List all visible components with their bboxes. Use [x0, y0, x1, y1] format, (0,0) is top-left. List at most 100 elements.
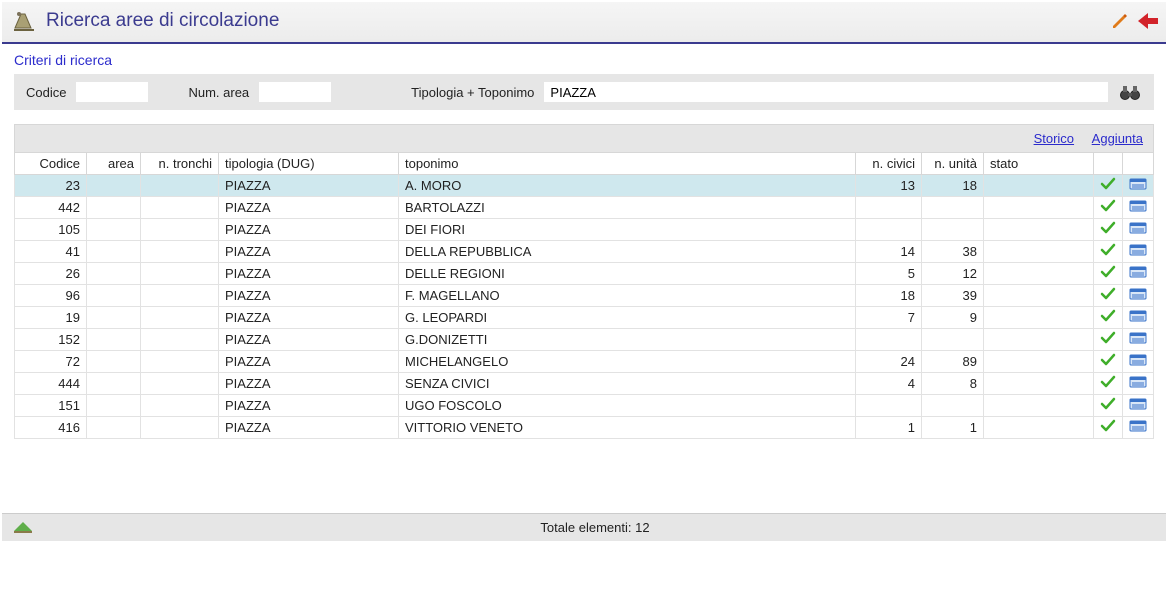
tipologia-input[interactable] — [544, 82, 1108, 102]
codice-input[interactable] — [76, 82, 148, 102]
cell-tronchi — [141, 417, 219, 439]
footer-total-value: 12 — [635, 520, 649, 535]
numarea-label: Num. area — [188, 85, 249, 100]
cell-toponimo: F. MAGELLANO — [399, 285, 856, 307]
cell-toponimo: BARTOLAZZI — [399, 197, 856, 219]
cell-tronchi — [141, 175, 219, 197]
col-stato[interactable]: stato — [984, 153, 1094, 175]
col-codice[interactable]: Codice — [15, 153, 87, 175]
table-row[interactable]: 416PIAZZAVITTORIO VENETO11 — [15, 417, 1154, 439]
check-icon[interactable] — [1100, 353, 1116, 370]
detail-icon[interactable] — [1129, 199, 1147, 216]
col-unita[interactable]: n. unità — [922, 153, 984, 175]
check-icon[interactable] — [1100, 419, 1116, 436]
detail-icon[interactable] — [1129, 177, 1147, 194]
cell-toponimo: DELLA REPUBBLICA — [399, 241, 856, 263]
results-table: Codice area n. tronchi tipologia (DUG) t… — [14, 152, 1154, 439]
check-icon[interactable] — [1100, 177, 1116, 194]
table-row[interactable]: 72PIAZZAMICHELANGELO2489 — [15, 351, 1154, 373]
cell-area — [87, 417, 141, 439]
cell-stato — [984, 373, 1094, 395]
cell-area — [87, 395, 141, 417]
check-icon[interactable] — [1100, 331, 1116, 348]
col-tipologia[interactable]: tipologia (DUG) — [219, 153, 399, 175]
table-row[interactable]: 41PIAZZADELLA REPUBBLICA1438 — [15, 241, 1154, 263]
detail-icon[interactable] — [1129, 419, 1147, 436]
cell-civici: 13 — [856, 175, 922, 197]
check-icon[interactable] — [1100, 375, 1116, 392]
cell-stato — [984, 263, 1094, 285]
cell-unita: 8 — [922, 373, 984, 395]
criteria-row: Codice Num. area Tipologia + Toponimo — [14, 74, 1154, 110]
cell-stato — [984, 241, 1094, 263]
numarea-input[interactable] — [259, 82, 331, 102]
footer-total: Totale elementi: 12 — [34, 520, 1156, 535]
detail-icon[interactable] — [1129, 397, 1147, 414]
table-row[interactable]: 26PIAZZADELLE REGIONI512 — [15, 263, 1154, 285]
check-icon[interactable] — [1100, 243, 1116, 260]
cell-tipologia: PIAZZA — [219, 417, 399, 439]
detail-icon[interactable] — [1129, 221, 1147, 238]
check-icon[interactable] — [1100, 199, 1116, 216]
cell-unita: 12 — [922, 263, 984, 285]
cell-tronchi — [141, 241, 219, 263]
cell-area — [87, 175, 141, 197]
detail-icon[interactable] — [1129, 353, 1147, 370]
cell-tronchi — [141, 219, 219, 241]
cell-tipologia: PIAZZA — [219, 175, 399, 197]
detail-icon[interactable] — [1129, 309, 1147, 326]
cell-codice: 96 — [15, 285, 87, 307]
cell-tipologia: PIAZZA — [219, 263, 399, 285]
cell-tipologia: PIAZZA — [219, 351, 399, 373]
cell-stato — [984, 329, 1094, 351]
detail-icon[interactable] — [1129, 243, 1147, 260]
table-row[interactable]: 23PIAZZAA. MORO1318 — [15, 175, 1154, 197]
cell-toponimo: VITTORIO VENETO — [399, 417, 856, 439]
table-row[interactable]: 19PIAZZAG. LEOPARDI79 — [15, 307, 1154, 329]
search-icon[interactable] — [1118, 82, 1142, 102]
check-icon[interactable] — [1100, 265, 1116, 282]
cell-unita: 89 — [922, 351, 984, 373]
table-row[interactable]: 151PIAZZAUGO FOSCOLO — [15, 395, 1154, 417]
cell-civici: 14 — [856, 241, 922, 263]
check-icon[interactable] — [1100, 221, 1116, 238]
export-icon[interactable] — [12, 519, 34, 537]
cell-codice: 151 — [15, 395, 87, 417]
col-area[interactable]: area — [87, 153, 141, 175]
detail-icon[interactable] — [1129, 287, 1147, 304]
table-row[interactable]: 444PIAZZASENZA CIVICI48 — [15, 373, 1154, 395]
cell-unita — [922, 197, 984, 219]
cell-area — [87, 373, 141, 395]
cell-unita: 18 — [922, 175, 984, 197]
cell-toponimo: A. MORO — [399, 175, 856, 197]
aggiunta-link[interactable]: Aggiunta — [1092, 131, 1143, 146]
cell-area — [87, 307, 141, 329]
detail-icon[interactable] — [1129, 375, 1147, 392]
cell-stato — [984, 285, 1094, 307]
detail-icon[interactable] — [1129, 265, 1147, 282]
col-civici[interactable]: n. civici — [856, 153, 922, 175]
cell-unita: 9 — [922, 307, 984, 329]
col-toponimo[interactable]: toponimo — [399, 153, 856, 175]
storico-link[interactable]: Storico — [1034, 131, 1074, 146]
cell-stato — [984, 307, 1094, 329]
table-row[interactable]: 442PIAZZABARTOLAZZI — [15, 197, 1154, 219]
page-title: Ricerca aree di circolazione — [46, 10, 1110, 32]
cell-toponimo: DEI FIORI — [399, 219, 856, 241]
check-icon[interactable] — [1100, 397, 1116, 414]
check-icon[interactable] — [1100, 309, 1116, 326]
edit-icon[interactable] — [1110, 11, 1130, 31]
col-tronchi[interactable]: n. tronchi — [141, 153, 219, 175]
back-icon[interactable] — [1138, 11, 1158, 31]
table-row[interactable]: 96PIAZZAF. MAGELLANO1839 — [15, 285, 1154, 307]
table-row[interactable]: 152PIAZZAG.DONIZETTI — [15, 329, 1154, 351]
cell-civici — [856, 219, 922, 241]
cell-area — [87, 241, 141, 263]
check-icon[interactable] — [1100, 287, 1116, 304]
cell-civici: 7 — [856, 307, 922, 329]
table-row[interactable]: 105PIAZZADEI FIORI — [15, 219, 1154, 241]
cell-toponimo: MICHELANGELO — [399, 351, 856, 373]
criteria-title: Criteri di ricerca — [14, 52, 1154, 68]
footer-total-label: Totale elementi: — [540, 520, 631, 535]
detail-icon[interactable] — [1129, 331, 1147, 348]
